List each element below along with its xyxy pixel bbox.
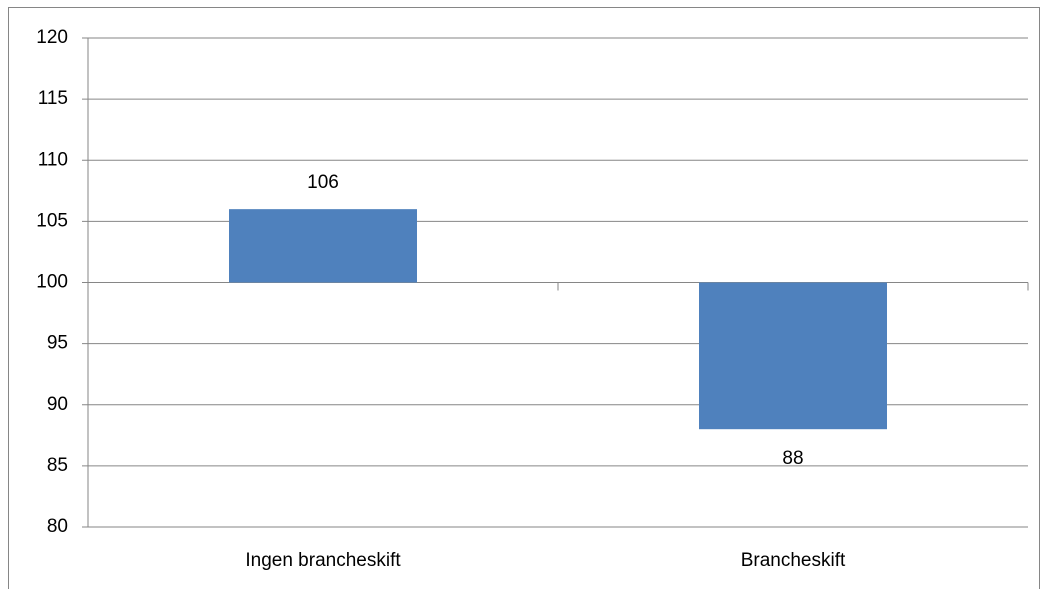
x-tick-label: Brancheskift — [741, 550, 846, 571]
y-tick-label: 120 — [36, 27, 68, 48]
y-tick-label: 110 — [38, 149, 68, 170]
y-tick-label: 85 — [47, 455, 68, 476]
y-tick-label: 95 — [47, 333, 68, 354]
bar — [229, 209, 417, 283]
data-label: 88 — [782, 448, 803, 469]
y-tick-label: 80 — [47, 516, 68, 537]
y-tick-label: 115 — [38, 88, 68, 109]
y-tick-label: 90 — [47, 394, 68, 415]
bar — [699, 282, 887, 430]
y-tick-label: 105 — [36, 210, 68, 231]
x-tick-label: Ingen brancheskift — [245, 550, 401, 571]
data-label: 106 — [307, 172, 339, 193]
y-tick-label: 100 — [36, 272, 68, 293]
